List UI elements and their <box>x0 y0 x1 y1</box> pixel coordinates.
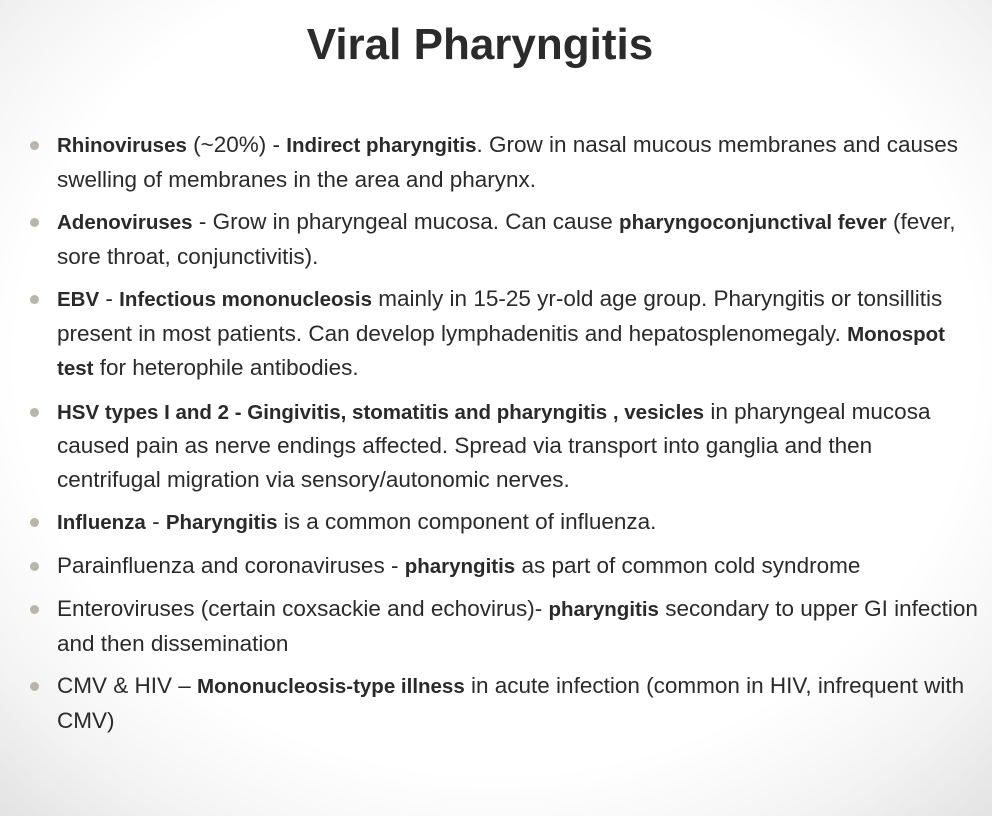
bullet-text: as part of common cold syndrome <box>515 552 861 578</box>
bullet-text: (fever, sore throat, conjunctivitis). <box>57 209 956 269</box>
bullet-text: - <box>99 286 120 311</box>
bullet-text: - <box>145 509 166 534</box>
bullet-text: . Grow in nasal mucous membranes and cau… <box>57 132 958 192</box>
bullet-dot-icon <box>30 605 39 614</box>
bullet-bold-text: Infectious mononucleosis <box>119 288 373 311</box>
bullet-dot-icon <box>30 218 39 227</box>
bullet-text: is a common component of influenza. <box>277 509 657 534</box>
bullet-text: in pharyngeal mucosa caused pain as nerv… <box>57 398 931 492</box>
bullet-dot-icon <box>30 682 39 691</box>
bullet-item: HSV types I and 2 - Gingivitis, stomatit… <box>30 395 980 497</box>
bullet-bold-text: pharyngitis <box>548 598 659 621</box>
bullet-item: Parainfluenza and coronaviruses - pharyn… <box>30 549 980 584</box>
bullet-text: mainly in 15-25 yr-old age group. Pharyn… <box>57 286 943 346</box>
bullet-bold-text: Influenza <box>57 511 146 534</box>
bullet-dot-icon <box>30 295 39 304</box>
bullet-item: Influenza - Pharyngitis is a common comp… <box>30 505 980 540</box>
bullet-bold-text: pharyngitis <box>404 554 516 578</box>
bullet-bold-text: EBV <box>57 288 100 311</box>
bullet-bold-text: Pharyngitis <box>165 511 278 534</box>
bullet-text: secondary to upper GI infection and then… <box>57 596 978 656</box>
bullet-text: in acute infection (common in HIV, infre… <box>57 673 965 733</box>
bullet-item: Rhinoviruses (~20%) - Indirect pharyngit… <box>30 128 980 196</box>
bullet-dot-icon <box>30 561 39 571</box>
bullet-text: CMV & HIV – <box>57 673 198 698</box>
bullet-bold-text: HSV types I and 2 - Gingivitis, stomatit… <box>57 400 705 424</box>
bullet-item: CMV & HIV – Mononucleosis-type illness i… <box>30 669 980 737</box>
bullet-text: Enteroviruses (certain coxsackie and ech… <box>57 596 549 621</box>
bullet-bold-text: Rhinoviruses <box>57 134 187 157</box>
bullet-text: - Grow in pharyngeal mucosa. Can cause <box>192 209 620 234</box>
bullet-bold-text: pharyngoconjunctival fever <box>619 211 887 234</box>
bullet-bold-text: Monospot test <box>57 322 945 381</box>
bullet-item: Adenoviruses - Grow in pharyngeal mucosa… <box>30 205 980 273</box>
bullet-dot-icon <box>30 407 39 417</box>
bullet-bold-text: Adenoviruses <box>57 211 193 234</box>
bullet-dot-icon <box>30 141 39 150</box>
bullet-dot-icon <box>30 518 39 527</box>
bullet-item: Enteroviruses (certain coxsackie and ech… <box>30 592 980 660</box>
bullet-item: EBV - Infectious mononucleosis mainly in… <box>30 282 980 386</box>
slide-title: Viral Pharyngitis <box>306 20 654 69</box>
bullet-list: Rhinoviruses (~20%) - Indirect pharyngit… <box>30 128 980 746</box>
bullet-bold-text: Indirect pharyngitis <box>286 134 477 157</box>
bullet-bold-text: Mononucleosis-type illness <box>197 675 465 698</box>
bullet-text: for heterophile antibodies. <box>93 355 359 380</box>
bullet-text: Parainfluenza and coronaviruses - <box>57 552 405 578</box>
bullet-text: (~20%) - <box>186 132 287 157</box>
